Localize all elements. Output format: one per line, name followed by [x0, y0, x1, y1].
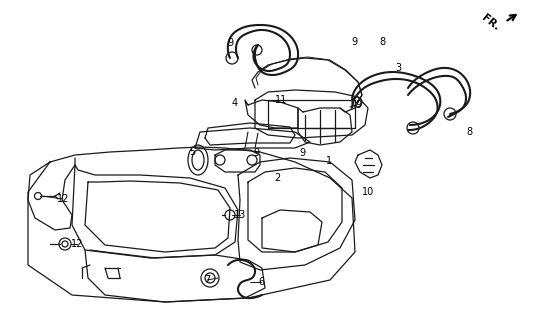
Text: 3: 3: [395, 63, 401, 73]
Text: 9: 9: [355, 100, 361, 110]
Text: 7: 7: [204, 275, 210, 285]
Text: 12: 12: [57, 194, 69, 204]
Text: 12: 12: [71, 239, 83, 249]
Text: 9: 9: [299, 148, 305, 158]
Text: 4: 4: [232, 98, 238, 108]
Text: 9: 9: [351, 37, 357, 47]
Text: 2: 2: [274, 173, 280, 183]
Text: 8: 8: [466, 127, 472, 137]
Text: 11: 11: [275, 95, 287, 105]
Text: 5: 5: [189, 147, 195, 157]
Text: 13: 13: [234, 210, 246, 220]
Text: FR.: FR.: [479, 13, 500, 33]
Text: 8: 8: [379, 37, 385, 47]
Text: 10: 10: [362, 187, 374, 197]
Text: 1: 1: [326, 156, 332, 166]
Text: 6: 6: [258, 277, 264, 287]
Text: 9: 9: [253, 148, 259, 158]
Text: 9: 9: [227, 38, 233, 48]
